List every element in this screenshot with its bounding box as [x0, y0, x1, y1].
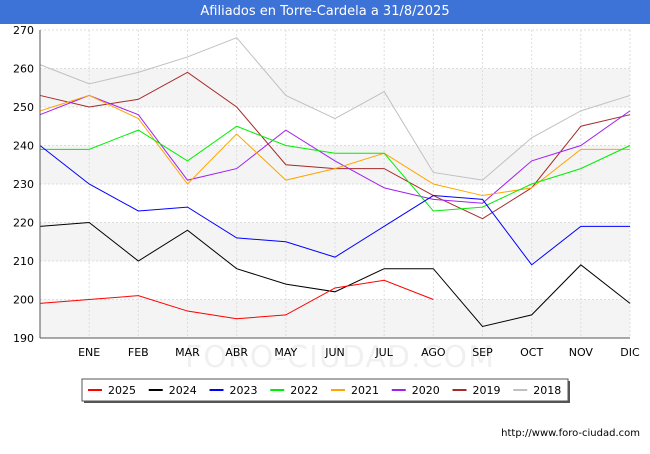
chart-title: Afiliados en Torre-Cardela a 31/8/2025: [0, 0, 650, 24]
legend-label-2025: 2025: [108, 384, 136, 397]
x-tick-label: JUN: [324, 346, 345, 359]
series-line-2020: [39, 94, 631, 204]
x-tick-label: MAR: [175, 346, 200, 359]
x-tick-label: NOV: [569, 346, 594, 359]
chart-area: FORO-CIUDAD.COM 190 200 210 220 230 240 250 260…: [0, 24, 650, 450]
y-tick-label: 230: [13, 178, 34, 191]
x-tick-label: MAY: [274, 346, 297, 359]
y-tick-label: 240: [13, 140, 34, 153]
series-line-2025: [39, 279, 434, 320]
y-tick-label: 270: [13, 24, 34, 37]
legend-label-2021: 2021: [351, 384, 379, 397]
series-line-2022: [40, 125, 631, 212]
legend-label-2020: 2020: [412, 384, 440, 397]
series-line-2023: [39, 145, 630, 266]
source-link[interactable]: http://www.foro-ciudad.com: [501, 428, 640, 439]
x-tick-label: ENE: [78, 346, 100, 359]
line-chart: FORO-CIUDAD.COM 190 200 210 220 230 240 250 260…: [13, 24, 640, 403]
legend-label-2018: 2018: [533, 384, 561, 397]
y-tick-label: 250: [13, 101, 34, 114]
y-tick-label: 210: [13, 255, 34, 268]
legend-label-2022: 2022: [290, 384, 318, 397]
legend-box: [81, 378, 569, 402]
series-line-2021: [39, 94, 630, 197]
x-tick-label: OCT: [520, 346, 543, 359]
y-tick-label: 220: [13, 217, 34, 230]
x-tick-label: FEB: [128, 346, 149, 359]
x-tick-label: ABR: [225, 346, 248, 359]
legend-label-2019: 2019: [473, 384, 501, 397]
x-tick-label: DIC: [620, 346, 640, 359]
x-tick-label: JUL: [374, 346, 393, 359]
x-tick-label: AGO: [421, 346, 446, 359]
y-tick-label: 260: [13, 63, 34, 76]
y-tick-label: 190: [13, 332, 34, 345]
x-tick-label: SEP: [472, 346, 493, 359]
series-line-2018: [39, 37, 631, 181]
series-line-2024: [39, 221, 631, 328]
watermark: FORO-CIUDAD.COM: [185, 340, 495, 375]
legend-label-2023: 2023: [230, 384, 258, 397]
y-tick-label: 200: [13, 294, 34, 307]
legend-label-2024: 2024: [169, 384, 197, 397]
